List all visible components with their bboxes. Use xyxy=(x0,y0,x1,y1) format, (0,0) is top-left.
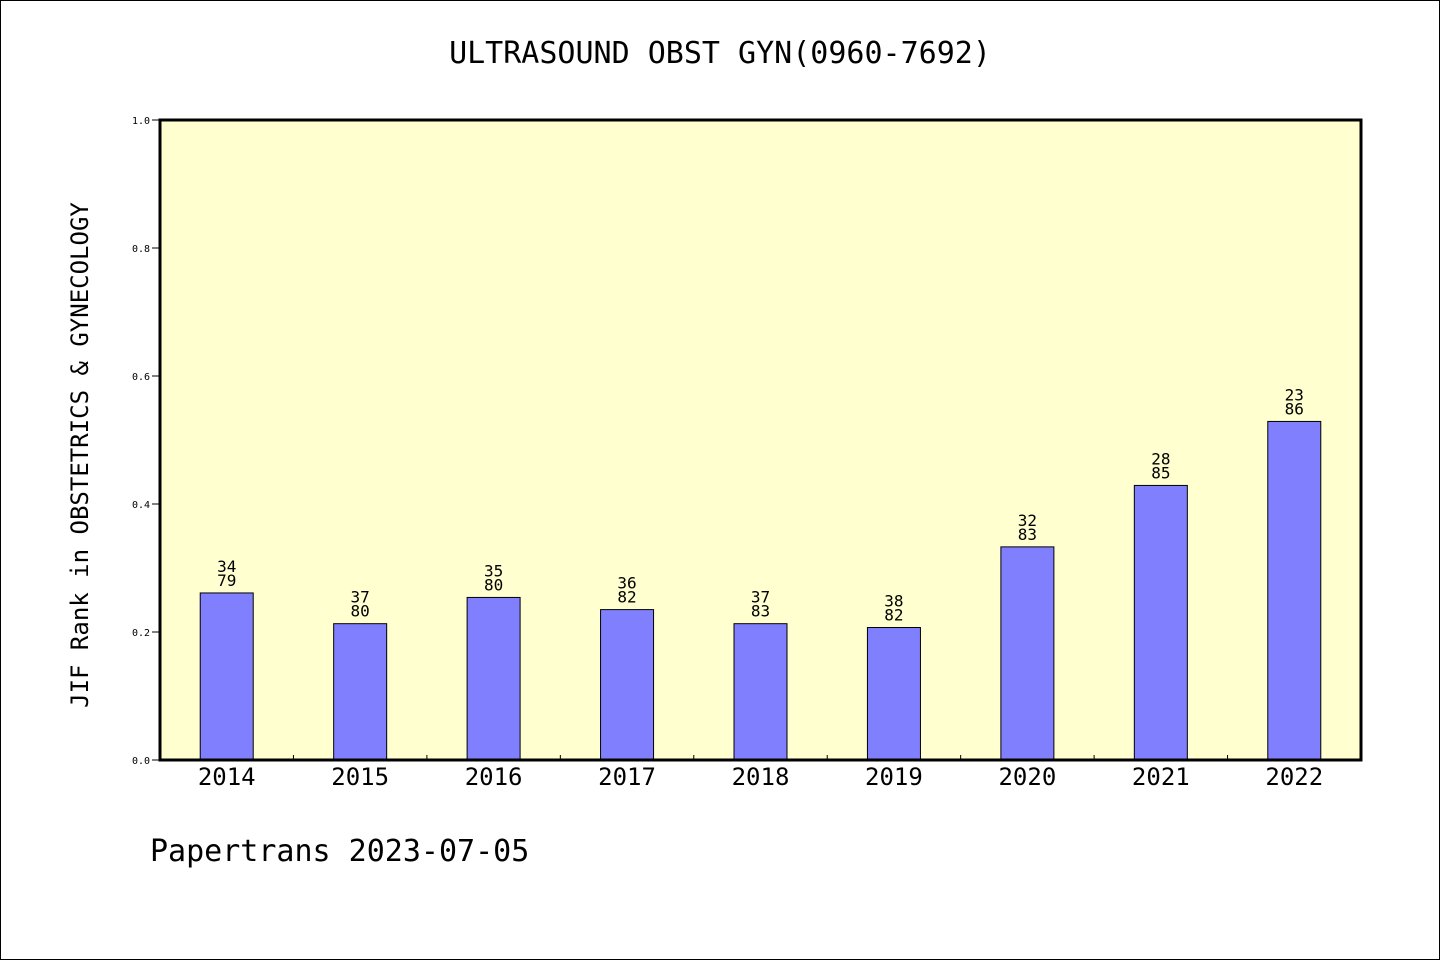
bar-label-total: 82 xyxy=(884,606,903,625)
x-tick-label: 2018 xyxy=(732,763,790,791)
bar-label-rank: 37 xyxy=(751,588,770,607)
plot-border xyxy=(158,118,1363,762)
bar-label-rank: 37 xyxy=(351,588,370,607)
x-tick-label: 2016 xyxy=(465,763,523,791)
y-tick-label: 0.0 xyxy=(132,756,150,767)
bar-label-rank: 34 xyxy=(217,557,236,576)
x-tick-label: 2020 xyxy=(998,763,1056,791)
x-tick-label: 2014 xyxy=(198,763,256,791)
bar-2015 xyxy=(333,623,388,761)
bar-label-total: 79 xyxy=(217,571,236,590)
chart-title: ULTRASOUND OBST GYN(0960-7692) xyxy=(449,36,991,71)
bar-2018 xyxy=(733,623,788,761)
bar-2016 xyxy=(466,596,521,761)
x-tick-label: 2021 xyxy=(1132,763,1190,791)
bar-label-rank: 32 xyxy=(1018,511,1037,530)
bar-2020 xyxy=(1000,546,1055,761)
bar-label-total: 86 xyxy=(1285,399,1304,418)
bar-label-total: 80 xyxy=(484,575,503,594)
bar-label-rank: 38 xyxy=(884,592,903,611)
bar-2014 xyxy=(199,592,254,761)
bar-label-rank: 36 xyxy=(617,574,636,593)
bar-label-rank: 28 xyxy=(1151,449,1170,468)
x-tick-label: 2019 xyxy=(865,763,923,791)
bar-label-rank: 23 xyxy=(1285,385,1304,404)
bar-label-total: 83 xyxy=(1018,525,1037,544)
y-tick-label: 0.8 xyxy=(132,244,150,255)
y-tick-label: 0.4 xyxy=(132,500,150,511)
bar-label-total: 85 xyxy=(1151,463,1170,482)
x-tick-label: 2015 xyxy=(331,763,389,791)
footer-credit: Papertrans 2023-07-05 xyxy=(150,834,530,869)
bar-label-rank: 35 xyxy=(484,561,503,580)
bar-label-total: 83 xyxy=(751,602,770,621)
bar-label-total: 80 xyxy=(351,602,370,621)
x-tick-label: 2022 xyxy=(1265,763,1323,791)
y-tick-label: 0.6 xyxy=(132,372,150,383)
y-tick-label: 0.2 xyxy=(132,628,150,639)
x-tick-label: 2017 xyxy=(598,763,656,791)
bar-2022 xyxy=(1267,420,1322,761)
bar-label-total: 82 xyxy=(617,588,636,607)
bar-2021 xyxy=(1133,484,1188,761)
bar-2019 xyxy=(866,627,921,761)
bar-2017 xyxy=(600,609,655,761)
y-tick-label: 1.0 xyxy=(132,116,150,127)
